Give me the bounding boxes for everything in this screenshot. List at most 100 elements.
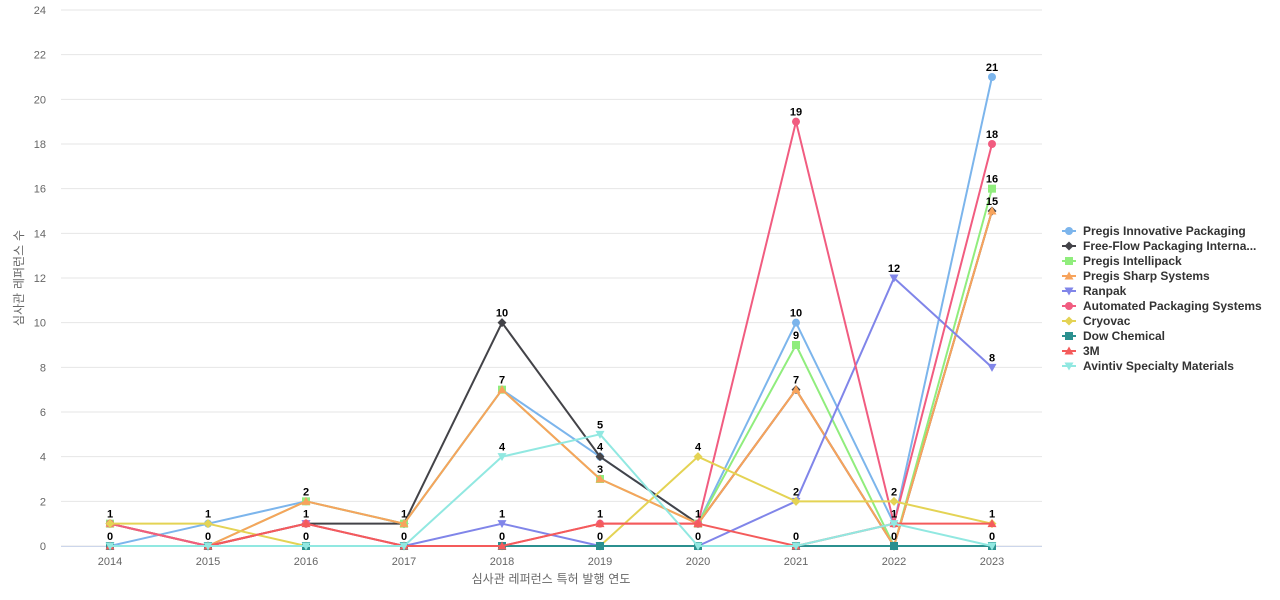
data-point[interactable] — [791, 496, 801, 506]
legend-item[interactable]: Pregis Innovative Packaging — [1062, 224, 1246, 238]
x-tick-label: 2020 — [686, 556, 710, 568]
legend-label: Pregis Innovative Packaging — [1083, 224, 1246, 238]
legend-item[interactable]: Ranpak — [1062, 284, 1127, 298]
data-label: 1 — [695, 509, 701, 521]
grid — [61, 9, 1042, 547]
y-tick-label: 12 — [34, 273, 46, 285]
data-point[interactable] — [497, 318, 507, 328]
data-point[interactable] — [988, 140, 996, 148]
series-line[interactable] — [109, 210, 993, 547]
data-point[interactable] — [889, 274, 899, 283]
data-label: 10 — [790, 308, 802, 320]
legend-label: Free-Flow Packaging Interna... — [1083, 239, 1256, 253]
data-point[interactable] — [792, 117, 800, 126]
data-label: 19 — [790, 107, 802, 119]
data-point[interactable] — [399, 519, 409, 528]
legend-item[interactable]: 3M — [1062, 344, 1100, 358]
series-line[interactable] — [110, 522, 992, 547]
data-label: 16 — [986, 174, 998, 186]
data-point[interactable] — [301, 496, 311, 505]
data-point[interactable] — [595, 474, 605, 483]
data-label: 18 — [986, 129, 998, 141]
data-point[interactable] — [595, 452, 605, 462]
data-point[interactable] — [988, 73, 996, 81]
data-point[interactable] — [301, 519, 311, 528]
legend-marker[interactable] — [1065, 257, 1073, 265]
legend-marker[interactable] — [1064, 362, 1074, 371]
data-label: 15 — [986, 196, 998, 208]
data-point[interactable] — [497, 520, 507, 529]
data-label: 1 — [205, 509, 211, 521]
data-point[interactable] — [791, 542, 801, 551]
data-point[interactable] — [987, 363, 997, 372]
data-point[interactable] — [595, 430, 605, 439]
data-label: 1 — [891, 509, 897, 521]
legend-marker[interactable] — [1064, 316, 1074, 326]
data-point[interactable] — [792, 318, 800, 327]
legend-item[interactable]: Cryovac — [1062, 314, 1131, 328]
legend-item[interactable]: Pregis Intellipack — [1062, 254, 1182, 268]
data-point[interactable] — [301, 542, 311, 551]
data-label: 5 — [597, 419, 603, 431]
series-line[interactable] — [110, 433, 993, 547]
data-point[interactable] — [890, 542, 898, 550]
data-point[interactable] — [105, 519, 115, 529]
data-point[interactable] — [497, 385, 507, 394]
data-point[interactable] — [203, 519, 213, 529]
x-tick-label: 2019 — [588, 556, 612, 568]
legend-marker[interactable] — [1065, 302, 1073, 310]
data-label: 10 — [496, 308, 508, 320]
data-label: 4 — [597, 442, 604, 454]
legend-item[interactable]: Free-Flow Packaging Interna... — [1062, 239, 1256, 253]
data-point[interactable] — [105, 542, 115, 551]
data-point[interactable] — [988, 184, 996, 193]
data-label: 1 — [303, 509, 309, 521]
data-point[interactable] — [987, 519, 997, 528]
data-point[interactable] — [693, 542, 703, 551]
data-point[interactable] — [693, 519, 703, 528]
legend-label: Ranpak — [1083, 284, 1127, 298]
legend-item[interactable]: Pregis Sharp Systems — [1062, 269, 1210, 283]
legend-item[interactable]: Automated Packaging Systems — [1062, 299, 1262, 313]
data-point[interactable] — [693, 452, 703, 462]
data-point[interactable] — [792, 341, 800, 349]
data-point[interactable] — [987, 206, 997, 215]
data-label: 4 — [499, 442, 506, 454]
data-point[interactable] — [595, 519, 605, 528]
data-point[interactable] — [497, 541, 507, 550]
data-label: 1 — [107, 509, 113, 521]
data-label: 9 — [793, 330, 799, 342]
data-point[interactable] — [889, 496, 899, 506]
legend-marker[interactable] — [1065, 332, 1073, 340]
y-tick-label: 2 — [40, 496, 46, 508]
y-tick-label: 24 — [34, 5, 46, 17]
x-tick-label: 2016 — [294, 556, 318, 568]
data-point[interactable] — [203, 542, 213, 551]
series-line[interactable] — [109, 76, 993, 547]
series-line[interactable] — [109, 210, 993, 547]
legend-marker[interactable] — [1065, 227, 1073, 235]
data-label: 4 — [695, 442, 702, 454]
series-line[interactable] — [109, 120, 993, 547]
y-tick-label: 20 — [34, 94, 46, 106]
legend-marker[interactable] — [1064, 241, 1074, 251]
data-point[interactable] — [596, 542, 604, 550]
data-label: 2 — [793, 486, 799, 498]
data-point[interactable] — [791, 385, 801, 394]
legend-marker[interactable] — [1064, 287, 1074, 296]
data-point[interactable] — [889, 520, 899, 529]
legend-item[interactable]: Dow Chemical — [1062, 329, 1165, 343]
legend-marker[interactable] — [1064, 346, 1074, 355]
data-point[interactable] — [497, 453, 507, 462]
x-tick-label: 2018 — [490, 556, 514, 568]
data-point[interactable] — [987, 542, 997, 551]
legend-item[interactable]: Avintiv Specialty Materials — [1062, 359, 1234, 373]
y-tick-label: 8 — [40, 362, 46, 374]
data-point[interactable] — [399, 542, 409, 551]
data-label: 0 — [597, 531, 603, 543]
legend-marker[interactable] — [1064, 271, 1074, 280]
data-label: 2 — [891, 486, 897, 498]
data-label: 0 — [303, 531, 309, 543]
